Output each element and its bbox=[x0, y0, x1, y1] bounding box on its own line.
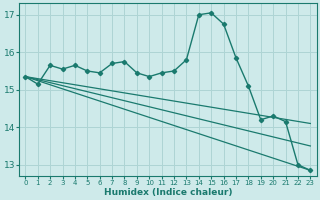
X-axis label: Humidex (Indice chaleur): Humidex (Indice chaleur) bbox=[104, 188, 232, 197]
